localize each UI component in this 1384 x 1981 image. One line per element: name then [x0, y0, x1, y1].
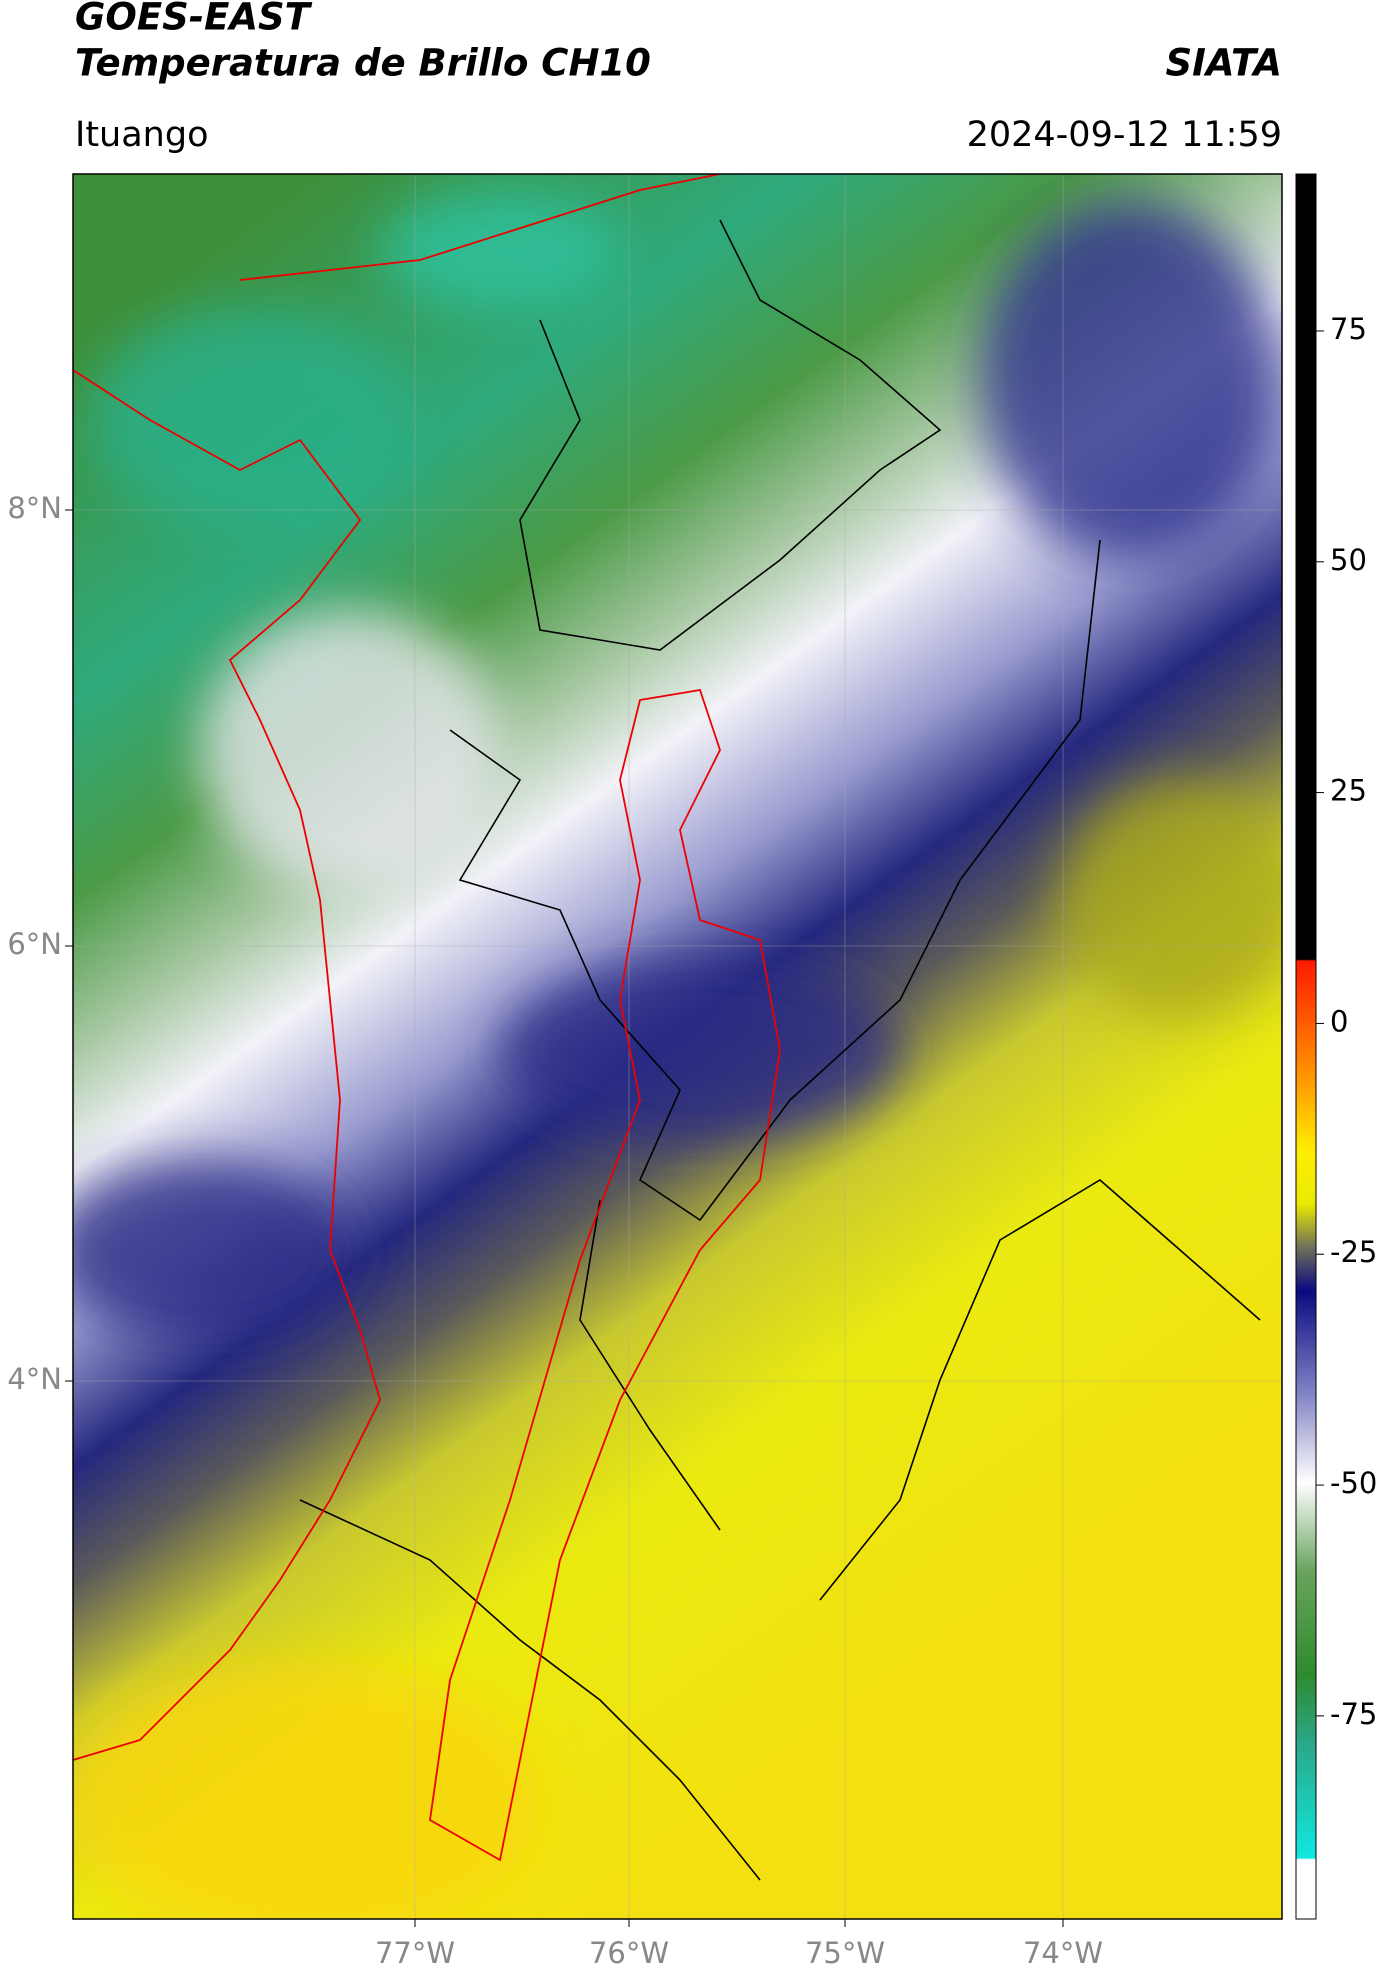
- colorbar-tick-label: -50: [1330, 1466, 1377, 1500]
- lat-label: 4°N: [7, 1362, 62, 1396]
- colorbar-tick-label: 0: [1330, 1004, 1348, 1038]
- lon-label: 74°W: [1023, 1936, 1103, 1970]
- map-frame: [72, 173, 1283, 1920]
- lat-label: 8°N: [7, 491, 62, 525]
- lon-label: 75°W: [805, 1936, 885, 1970]
- location: Ituango: [75, 115, 209, 155]
- colorbar-ticks: 75 50 25 0 -25 -50 -75: [1316, 312, 1377, 1731]
- lat-label: 6°N: [7, 927, 62, 961]
- colorbar-tick-label: -75: [1330, 1697, 1377, 1731]
- colorbar-tick-label: 50: [1330, 543, 1367, 577]
- datetime: 2024-09-12 11:59: [967, 115, 1282, 155]
- subtitle: Temperatura de Brillo CH10: [75, 42, 651, 85]
- lon-labels: 77°W 76°W 75°W 74°W: [375, 1919, 1103, 1970]
- colorbar-tick-label: 25: [1330, 774, 1367, 808]
- lon-label: 77°W: [375, 1936, 455, 1970]
- map: [73, 174, 1282, 1919]
- colorbar-tick-label: -25: [1330, 1235, 1377, 1269]
- colorbar-tick-label: 75: [1330, 312, 1367, 346]
- colorbar: [1295, 173, 1317, 1920]
- title: GOES-EAST: [75, 0, 313, 39]
- lat-labels: 8°N 6°N 4°N: [7, 491, 73, 1396]
- lon-label: 76°W: [589, 1936, 669, 1970]
- brand: SIATA: [1165, 42, 1282, 85]
